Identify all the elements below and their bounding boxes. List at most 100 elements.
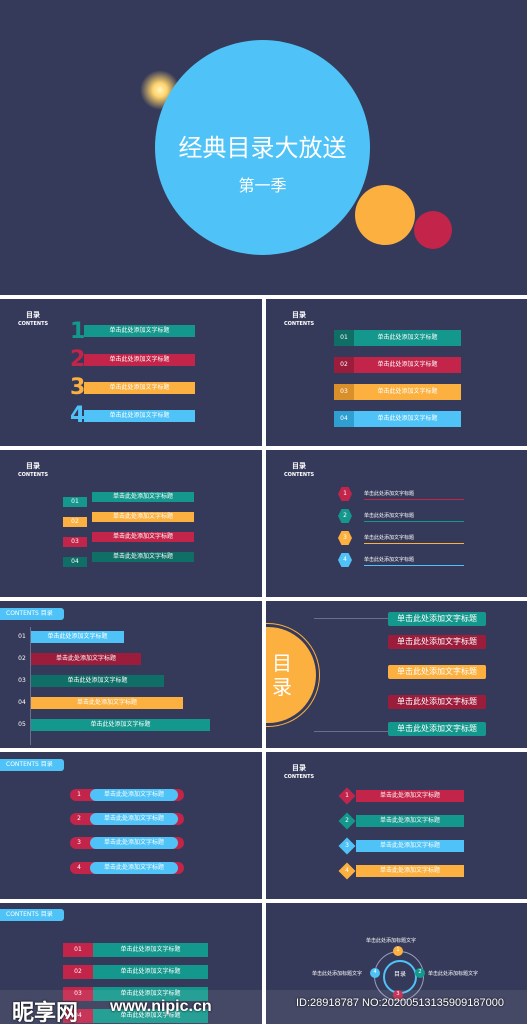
node-3-num: 3 <box>396 991 400 997</box>
item-2[interactable]: 单击此处添加文字标题 <box>364 513 415 519</box>
right-label[interactable]: 单击此处添加标题文字 <box>428 971 479 977</box>
top-label[interactable]: 单击此处添加标题文字 <box>366 938 417 944</box>
item-4[interactable]: 单击此处添加文字标题 <box>356 865 464 877</box>
item-4[interactable]: 单击此处添加文字标题 <box>84 410 195 422</box>
item-3[interactable]: 单击此处添加文字标题 <box>354 384 461 400</box>
cover-slide: 经典目录大放送 第一季 <box>0 0 527 295</box>
slide-8: CONTENTS 目录 1 单击此处添加文字标题 2 单击此处添加文字标题 3 … <box>0 752 262 899</box>
item-1[interactable]: 单击此处添加文字标题 <box>31 631 124 643</box>
item-5[interactable]: 单击此处添加文字标题 <box>31 719 210 731</box>
heading: 目录 CONTENTS <box>284 311 315 327</box>
slide-4: 目录 CONTENTS 01 单击此处添加文字标题 02 单击此处添加文字标题 0… <box>0 450 262 597</box>
num-4: 4 <box>345 867 349 874</box>
item-3[interactable]: 单击此处添加文字标题 <box>31 675 164 687</box>
item-1[interactable]: 单击此处添加文字标题 <box>92 492 194 502</box>
num-02: 02 <box>18 655 26 662</box>
num-2: 2 <box>345 817 349 824</box>
num-05: 05 <box>18 721 26 728</box>
num-4: 4 <box>70 403 86 428</box>
num-03: 03 <box>18 677 26 684</box>
item-4[interactable]: 单击此处添加文字标题 <box>93 1009 208 1023</box>
left-label[interactable]: 单击此处添加标题文字 <box>312 971 363 977</box>
num-02: 02 <box>63 517 87 527</box>
item-4[interactable]: 单击此处添加文字标题 <box>388 695 486 709</box>
slide-5: 目录 CONTENTS 1 单击此处添加文字标题 2 单击此处添加文字标题 3 单… <box>266 450 527 597</box>
num-3: 3 <box>70 375 86 400</box>
item-3[interactable]: 单击此处添加文字标题 <box>90 837 178 849</box>
node-3 <box>393 990 403 1000</box>
cover-title: 经典目录大放送 <box>178 134 347 162</box>
item-1[interactable]: 单击此处添加文字标题 <box>90 789 178 801</box>
num-2: 2 <box>70 347 86 372</box>
item-1[interactable]: 单击此处添加文字标题 <box>93 943 208 957</box>
item-2[interactable]: 单击此处添加文字标题 <box>388 635 486 649</box>
item-2[interactable]: 单击此处添加文字标题 <box>92 512 194 522</box>
slide-7: 目录 单击此处添加文字标题 单击此处添加文字标题 单击此处添加文字标题 单击此处… <box>266 601 527 748</box>
red-circle <box>414 211 452 249</box>
item-4[interactable]: 单击此处添加文字标题 <box>31 697 183 709</box>
item-3[interactable]: 单击此处添加文字标题 <box>364 535 415 541</box>
heading: 目录 CONTENTS <box>18 311 49 327</box>
item-1[interactable]: 单击此处添加文字标题 <box>356 790 464 802</box>
item-1[interactable]: 单击此处添加文字标题 <box>388 612 486 626</box>
line-4 <box>364 565 464 566</box>
watermark-id: ID:28918787 NO:20200513135909187000 <box>296 997 504 1009</box>
slide-6: CONTENTS 目录 01 单击此处添加文字标题 02 单击此处添加文字标题 … <box>0 601 262 748</box>
watermark-logo: 昵享网 <box>12 1001 79 1026</box>
item-3[interactable]: 单击此处添加文字标题 <box>93 987 208 1001</box>
item-4[interactable]: 单击此处添加文字标题 <box>354 411 461 427</box>
item-4[interactable]: 单击此处添加文字标题 <box>92 552 194 562</box>
item-2[interactable]: 单击此处添加文字标题 <box>31 653 141 665</box>
line-3 <box>364 543 464 544</box>
orange-circle <box>355 185 415 245</box>
cover-subtitle: 第一季 <box>238 176 287 195</box>
hex-2: 2 <box>338 509 352 523</box>
item-3[interactable]: 单击此处添加文字标题 <box>92 532 194 542</box>
item-2[interactable]: 单击此处添加文字标题 <box>84 354 195 366</box>
item-1[interactable]: 单击此处添加文字标题 <box>84 325 195 337</box>
num-03: 03 <box>63 987 93 1001</box>
center-label: 目录 <box>393 971 406 978</box>
item-3[interactable]: 单击此处添加文字标题 <box>84 382 195 394</box>
watermark-bar <box>0 990 527 1024</box>
item-2[interactable]: 单击此处添加文字标题 <box>93 965 208 979</box>
node-2-num: 2 <box>418 969 422 975</box>
item-2[interactable]: 单击此处添加文字标题 <box>90 813 178 825</box>
slide-10: CONTENTS 目录 01 单击此处添加文字标题 02 单击此处添加文字标题 … <box>0 903 262 1024</box>
item-1[interactable]: 单击此处添加文字标题 <box>364 491 415 497</box>
num-04: 04 <box>334 411 354 427</box>
contents-tag: CONTENTS 目录 <box>0 909 64 921</box>
item-2[interactable]: 单击此处添加文字标题 <box>354 357 461 373</box>
num-03: 03 <box>334 384 354 400</box>
num-4: 4 <box>77 864 81 871</box>
num-03: 03 <box>63 537 87 547</box>
num-01: 01 <box>63 497 87 507</box>
node-1 <box>393 946 403 956</box>
item-3[interactable]: 单击此处添加文字标题 <box>388 665 486 679</box>
num-01: 01 <box>18 633 26 640</box>
num-02: 02 <box>334 357 354 373</box>
item-5[interactable]: 单击此处添加文字标题 <box>388 722 486 736</box>
hex-1: 1 <box>338 487 352 501</box>
item-2[interactable]: 单击此处添加文字标题 <box>356 815 464 827</box>
node-4 <box>370 968 380 978</box>
line-1 <box>364 499 464 500</box>
node-1-num: 1 <box>396 947 400 953</box>
num-3: 3 <box>345 842 349 849</box>
num-01: 01 <box>334 330 354 346</box>
connector-5 <box>314 731 388 732</box>
num-04: 04 <box>63 1009 93 1023</box>
heading: 目录 CONTENTS <box>18 462 49 478</box>
item-1[interactable]: 单击此处添加文字标题 <box>354 330 461 346</box>
item-4[interactable]: 单击此处添加文字标题 <box>90 862 178 874</box>
num-2: 2 <box>77 815 81 822</box>
num-1: 1 <box>345 792 349 799</box>
item-3[interactable]: 单击此处添加文字标题 <box>356 840 464 852</box>
contents-tag: CONTENTS 目录 <box>0 608 64 620</box>
hex-3: 3 <box>338 531 352 545</box>
slide-11: 单击此处添加标题文字 目录 1 2 3 4 单击此处添加标题文字 单击此处添加标… <box>266 903 527 1024</box>
connector-1 <box>314 618 388 619</box>
contents-tag: CONTENTS 目录 <box>0 759 64 771</box>
axis <box>30 627 31 745</box>
item-4[interactable]: 单击此处添加文字标题 <box>364 557 415 563</box>
